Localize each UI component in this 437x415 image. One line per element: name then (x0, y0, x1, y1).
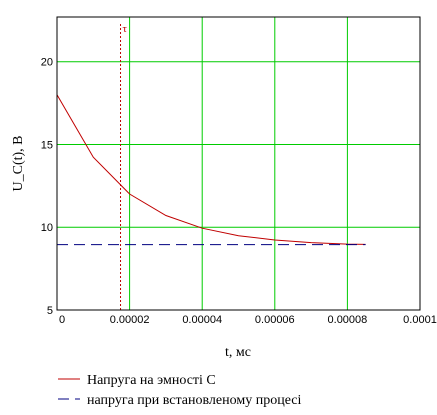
x-tick-label: 0.00006 (255, 314, 295, 326)
tau-marker-label: τ (123, 23, 128, 35)
x-axis-label: t, мс (225, 345, 251, 360)
y-tick-label: 20 (41, 57, 53, 69)
y-axis-label: U_C(t), B (11, 136, 26, 192)
y-tick-label: 5 (47, 305, 53, 317)
tick-labels: 0 0.00002 0.00004 0.00006 0.00008 0.0001 5 10 15… (41, 57, 437, 326)
x-tick-label: 0.00002 (110, 314, 150, 326)
annotation-layer: τ (120, 23, 128, 310)
series-layer (56, 94, 366, 246)
legend-label: Напруга на эмності С (87, 373, 216, 388)
legend: Напруга на эмності С напруга при встановл… (58, 373, 301, 408)
series-line-0 (56, 94, 366, 245)
y-tick-label: 10 (41, 222, 53, 234)
x-tick-label: 0.00004 (182, 314, 222, 326)
x-tick-label: 0.00008 (328, 314, 368, 326)
legend-label: напруга при встановленому процесі (87, 393, 301, 408)
grid (57, 17, 421, 310)
x-tick-label: 0 (59, 314, 65, 326)
plot-frame (56, 16, 421, 311)
x-tick-label: 0.0001 (403, 314, 437, 326)
y-tick-label: 15 (41, 139, 53, 151)
